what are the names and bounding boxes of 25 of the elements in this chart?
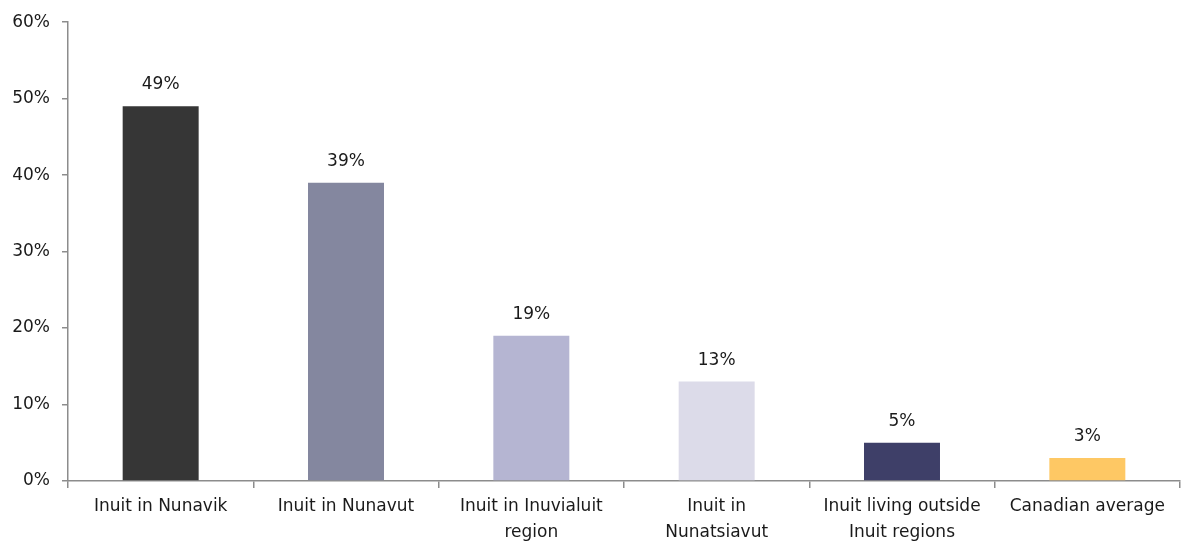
x-tick-label: Inuit in Nunavut [277,495,415,516]
x-tick-label: Inuit living outside Inuit regions [823,495,981,541]
y-tick-label: 30% [12,240,50,261]
data-label: 5% [888,409,916,430]
x-tick-label: Canadian average [1009,495,1165,516]
y-tick-label: 40% [12,163,50,184]
x-tick-label: Inuit in Nunavik [93,495,228,516]
bar [678,381,755,481]
data-label: 49% [141,73,180,94]
y-tick-label: 60% [12,10,50,31]
y-tick-label: 10% [12,392,50,413]
y-tick-label: 20% [12,316,50,337]
y-tick-label: 0% [23,469,50,490]
data-label: 13% [697,348,736,369]
x-tick-label: Inuit in Inuvialuit region [459,495,604,541]
bar [122,106,199,481]
y-tick-label: 50% [12,87,50,108]
data-label: 39% [327,149,365,170]
bar [493,335,570,481]
bar [864,442,940,481]
bar [1049,458,1126,481]
data-label: 19% [512,302,551,323]
data-label: 3% [1073,424,1101,445]
x-tick-label: Inuit in Nunatsiavut [665,495,769,541]
bar [308,182,384,481]
